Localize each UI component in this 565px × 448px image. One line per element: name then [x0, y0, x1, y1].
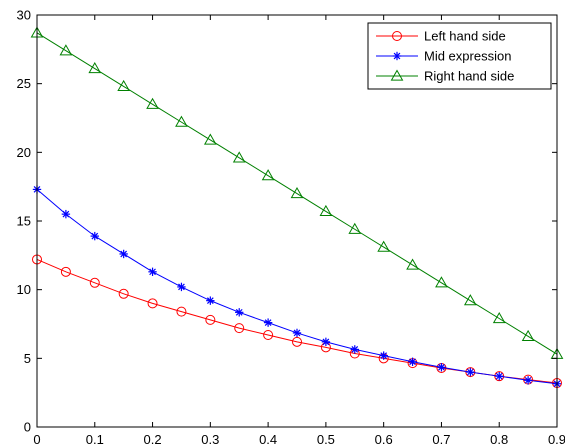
- data-point: [466, 367, 475, 377]
- data-point: [261, 169, 275, 181]
- data-point: [263, 329, 274, 340]
- legend-marker: [390, 69, 404, 81]
- data-point: [350, 345, 359, 354]
- data-point: [437, 363, 446, 372]
- data-point: [118, 288, 129, 299]
- data-point: [435, 276, 448, 288]
- series-3: [30, 26, 564, 359]
- data-point: [90, 231, 99, 241]
- data-point: [177, 282, 186, 292]
- data-point: [206, 296, 215, 305]
- data-point: [60, 266, 71, 277]
- data-point: [348, 222, 362, 234]
- data-point: [146, 97, 159, 109]
- data-point: [292, 328, 302, 338]
- series-2: [32, 185, 562, 388]
- x-tick-label: 0.5: [317, 432, 335, 447]
- data-point: [59, 44, 73, 56]
- data-point: [88, 62, 102, 74]
- data-point: [465, 367, 476, 378]
- y-tick-label: 30: [17, 8, 31, 23]
- x-tick-label: 0.6: [375, 432, 393, 447]
- y-tick-label: 0: [24, 420, 31, 435]
- data-point: [321, 337, 331, 347]
- legend-label: Mid expression: [424, 49, 511, 64]
- axes: 0 0.1 0.2 0.3 0.4 0.5 0.6 0.7 0.8 0.9 0 5 10 15 20 25 30: [17, 8, 565, 448]
- x-tick-label: 0: [33, 432, 40, 447]
- legend: Left hand side Mid expression Right hand s…: [367, 22, 552, 90]
- legend-item: Left hand side: [376, 29, 506, 44]
- data-point: [61, 209, 71, 219]
- data-point: [292, 336, 302, 347]
- data-point: [495, 371, 504, 381]
- x-tick-label: 0.9: [548, 432, 565, 447]
- x-tick-label: 0.4: [259, 432, 277, 447]
- data-point: [235, 308, 244, 317]
- data-point: [175, 115, 188, 127]
- data-point: [377, 240, 391, 252]
- x-tick-label: 0.1: [86, 432, 104, 447]
- data-point: [232, 151, 246, 163]
- legend-label: Right hand side: [424, 69, 514, 84]
- x-tick-label: 0.3: [201, 432, 219, 447]
- data-point: [89, 277, 100, 288]
- y-tick-label: 5: [24, 351, 31, 366]
- data-point: [234, 323, 245, 334]
- data-point: [408, 357, 417, 366]
- y-tick-label: 20: [17, 145, 31, 160]
- legend-item: Mid expression: [376, 49, 511, 64]
- y-tick-label: 25: [17, 76, 31, 91]
- series-line: [36, 32, 558, 355]
- data-point: [379, 351, 388, 360]
- data-point: [463, 294, 477, 306]
- data-point: [203, 133, 217, 145]
- data-point: [119, 249, 128, 259]
- data-point: [494, 371, 505, 382]
- data-point: [117, 79, 131, 92]
- legend-item: Right hand side: [376, 69, 514, 84]
- legend-marker: [392, 31, 402, 41]
- data-point: [523, 376, 533, 385]
- plot-area: [30, 26, 564, 389]
- data-point: [263, 318, 273, 327]
- data-point: [521, 329, 535, 341]
- legend-marker: [392, 51, 402, 61]
- data-point: [176, 306, 187, 317]
- x-tick-label: 0.7: [432, 432, 450, 447]
- y-tick-label: 15: [17, 214, 31, 229]
- data-point: [492, 311, 506, 324]
- y-tick-label: 10: [17, 282, 31, 297]
- data-point: [406, 258, 419, 270]
- data-point: [148, 267, 157, 277]
- x-tick-label: 0.2: [144, 432, 162, 447]
- x-tick-label: 0.8: [490, 432, 508, 447]
- data-point: [319, 204, 333, 217]
- data-point: [205, 314, 216, 325]
- legend-label: Left hand side: [424, 29, 506, 44]
- data-point: [147, 298, 158, 309]
- data-point: [290, 187, 304, 199]
